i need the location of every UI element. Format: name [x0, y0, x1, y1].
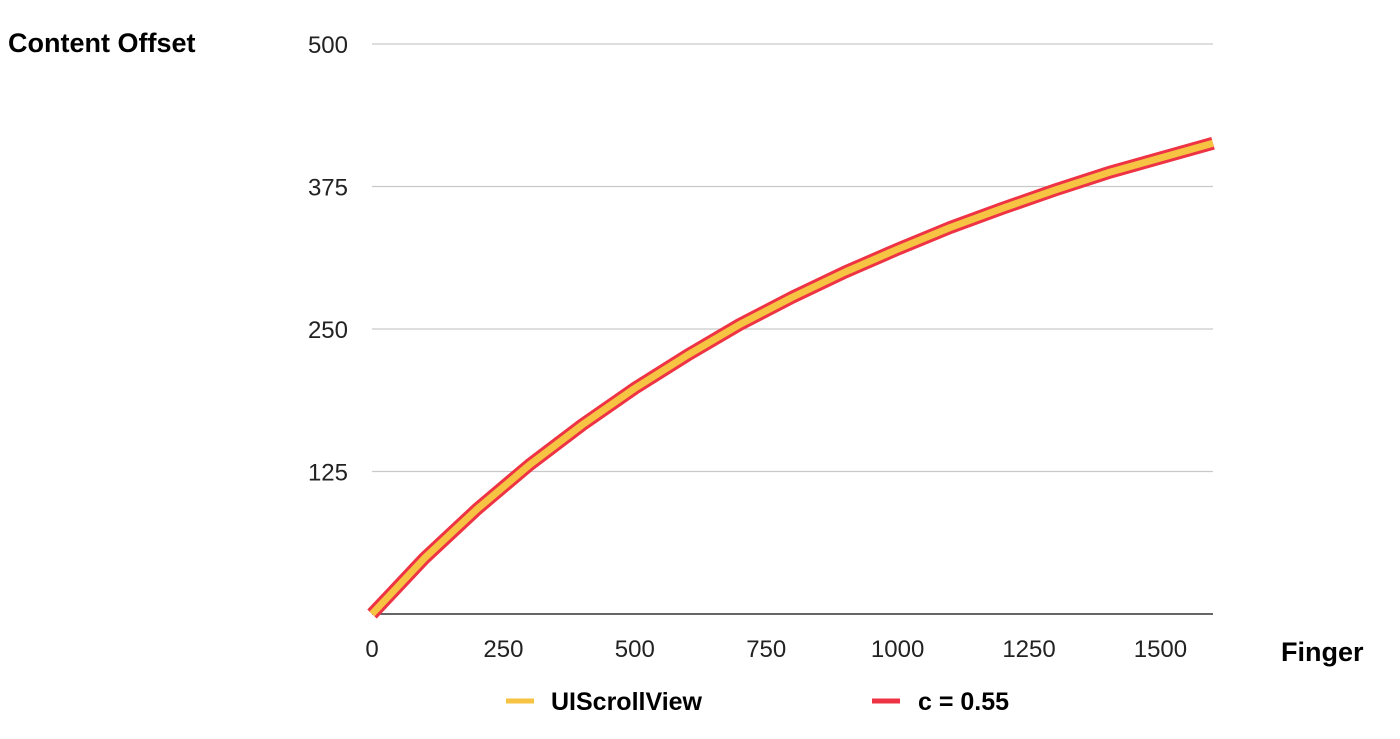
y-tick-label: 375 [308, 175, 348, 202]
x-tick-label: 1500 [1134, 636, 1187, 663]
x-tick-label: 1000 [871, 636, 924, 663]
legend-label-uiscrollview: UIScrollView [551, 688, 703, 716]
legend-label-c-055: c = 0.55 [918, 688, 1009, 716]
y-tick-label: 250 [308, 317, 348, 344]
gridlines [372, 43, 1213, 473]
y-axis-label: Content Offset [8, 28, 195, 58]
x-axis-label: Finger [1281, 637, 1364, 667]
series-lines [367, 136, 1215, 619]
x-tick-label: 500 [615, 636, 655, 663]
legend: UIScrollView c = 0.55 [506, 688, 1009, 716]
tick-labels: 125 250 375 500 0 250 500 750 1000 1250 1500 [308, 32, 1187, 663]
y-tick-label: 500 [308, 32, 348, 59]
x-tick-label: 250 [483, 636, 523, 663]
legend-item-uiscrollview: UIScrollView [506, 688, 703, 716]
x-tick-label: 1250 [1002, 636, 1055, 663]
x-tick-label: 0 [365, 636, 378, 663]
x-tick-label: 750 [746, 636, 786, 663]
legend-item-c-055: c = 0.55 [872, 688, 1009, 716]
y-tick-label: 125 [308, 460, 348, 487]
series-line-uiscrollview [369, 139, 1214, 617]
series-line-c-055 [367, 136, 1215, 619]
